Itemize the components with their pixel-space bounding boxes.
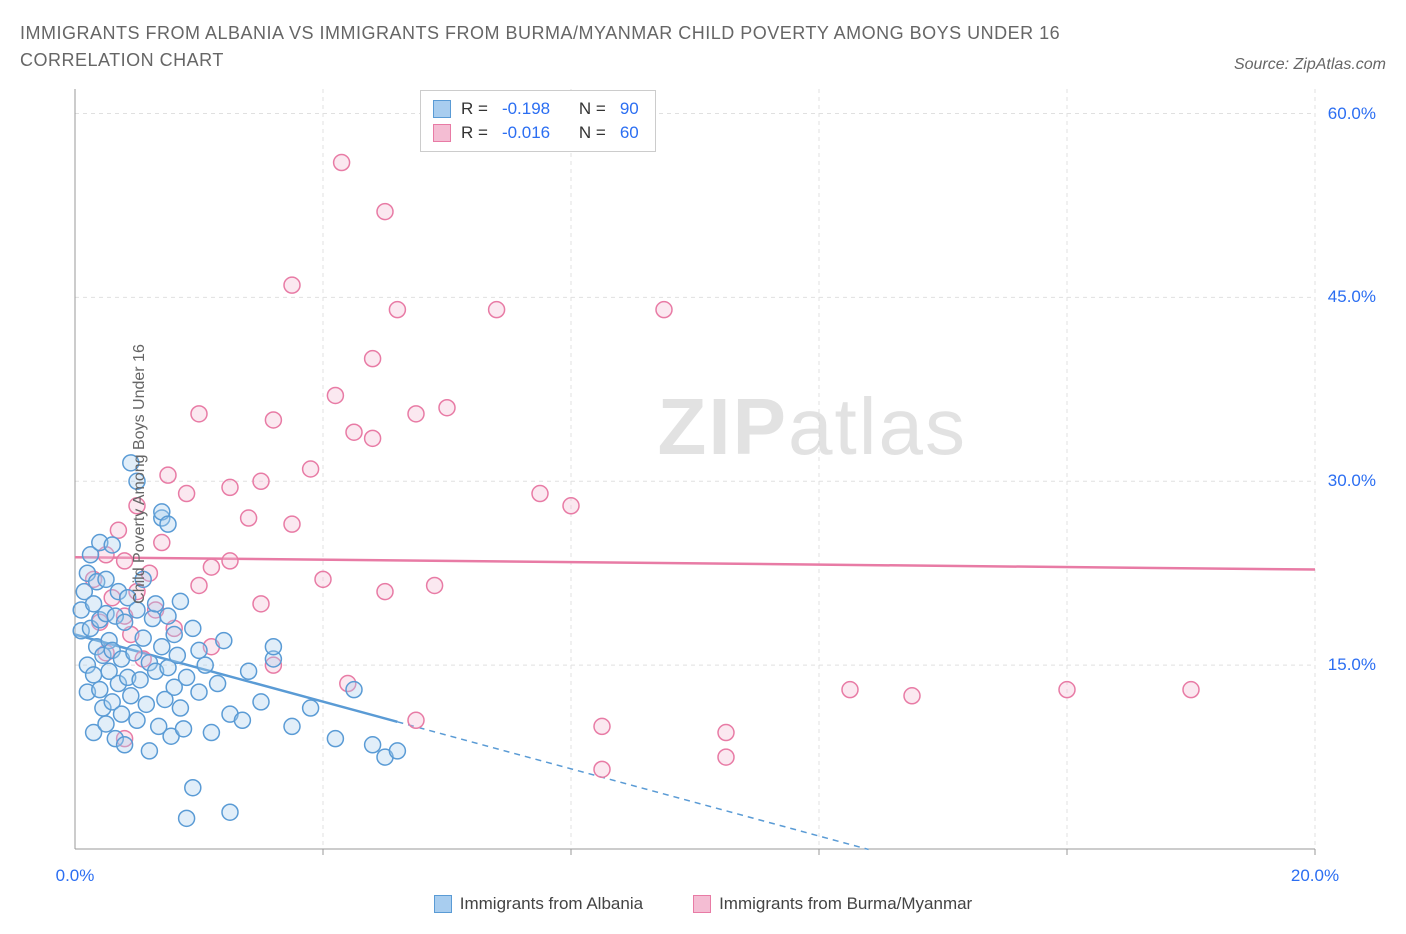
scatter-chart-svg xyxy=(20,84,1386,864)
chart-source: Source: ZipAtlas.com xyxy=(1234,56,1386,74)
chart-title: IMMIGRANTS FROM ALBANIA VS IMMIGRANTS FR… xyxy=(20,20,1120,74)
r-value-albania: -0.198 xyxy=(502,99,550,119)
x-tick-label: 20.0% xyxy=(1291,866,1339,886)
n-label: N = xyxy=(579,123,606,143)
r-value-burma: -0.016 xyxy=(502,123,550,143)
swatch-burma xyxy=(433,124,451,142)
swatch-albania-icon xyxy=(434,895,452,913)
n-value-burma: 60 xyxy=(620,123,639,143)
y-axis-ticks: 15.0% 30.0% 45.0% 60.0% xyxy=(1326,84,1386,864)
chart-container: Child Poverty Among Boys Under 16 ZIPatl… xyxy=(20,84,1386,864)
swatch-albania xyxy=(433,100,451,118)
y-tick-label: 30.0% xyxy=(1328,471,1376,491)
legend-row-albania: R = -0.198 N = 90 xyxy=(433,97,643,121)
r-label: R = xyxy=(461,99,488,119)
n-label: N = xyxy=(579,99,606,119)
y-tick-label: 15.0% xyxy=(1328,655,1376,675)
x-axis-ticks: 0.0% 20.0% xyxy=(20,864,1386,894)
legend-row-burma: R = -0.016 N = 60 xyxy=(433,121,643,145)
r-label: R = xyxy=(461,123,488,143)
legend-label-burma: Immigrants from Burma/Myanmar xyxy=(719,894,972,914)
n-value-albania: 90 xyxy=(620,99,639,119)
swatch-burma-icon xyxy=(693,895,711,913)
y-tick-label: 45.0% xyxy=(1328,287,1376,307)
x-tick-label: 0.0% xyxy=(56,866,95,886)
y-axis-label: Child Poverty Among Boys Under 16 xyxy=(131,344,149,604)
legend-label-albania: Immigrants from Albania xyxy=(460,894,643,914)
y-tick-label: 60.0% xyxy=(1328,104,1376,124)
series-legend: Immigrants from Albania Immigrants from … xyxy=(20,894,1386,914)
chart-header: IMMIGRANTS FROM ALBANIA VS IMMIGRANTS FR… xyxy=(20,20,1386,74)
legend-item-burma: Immigrants from Burma/Myanmar xyxy=(693,894,972,914)
legend-item-albania: Immigrants from Albania xyxy=(434,894,643,914)
correlation-legend: R = -0.198 N = 90 R = -0.016 N = 60 xyxy=(420,90,656,152)
